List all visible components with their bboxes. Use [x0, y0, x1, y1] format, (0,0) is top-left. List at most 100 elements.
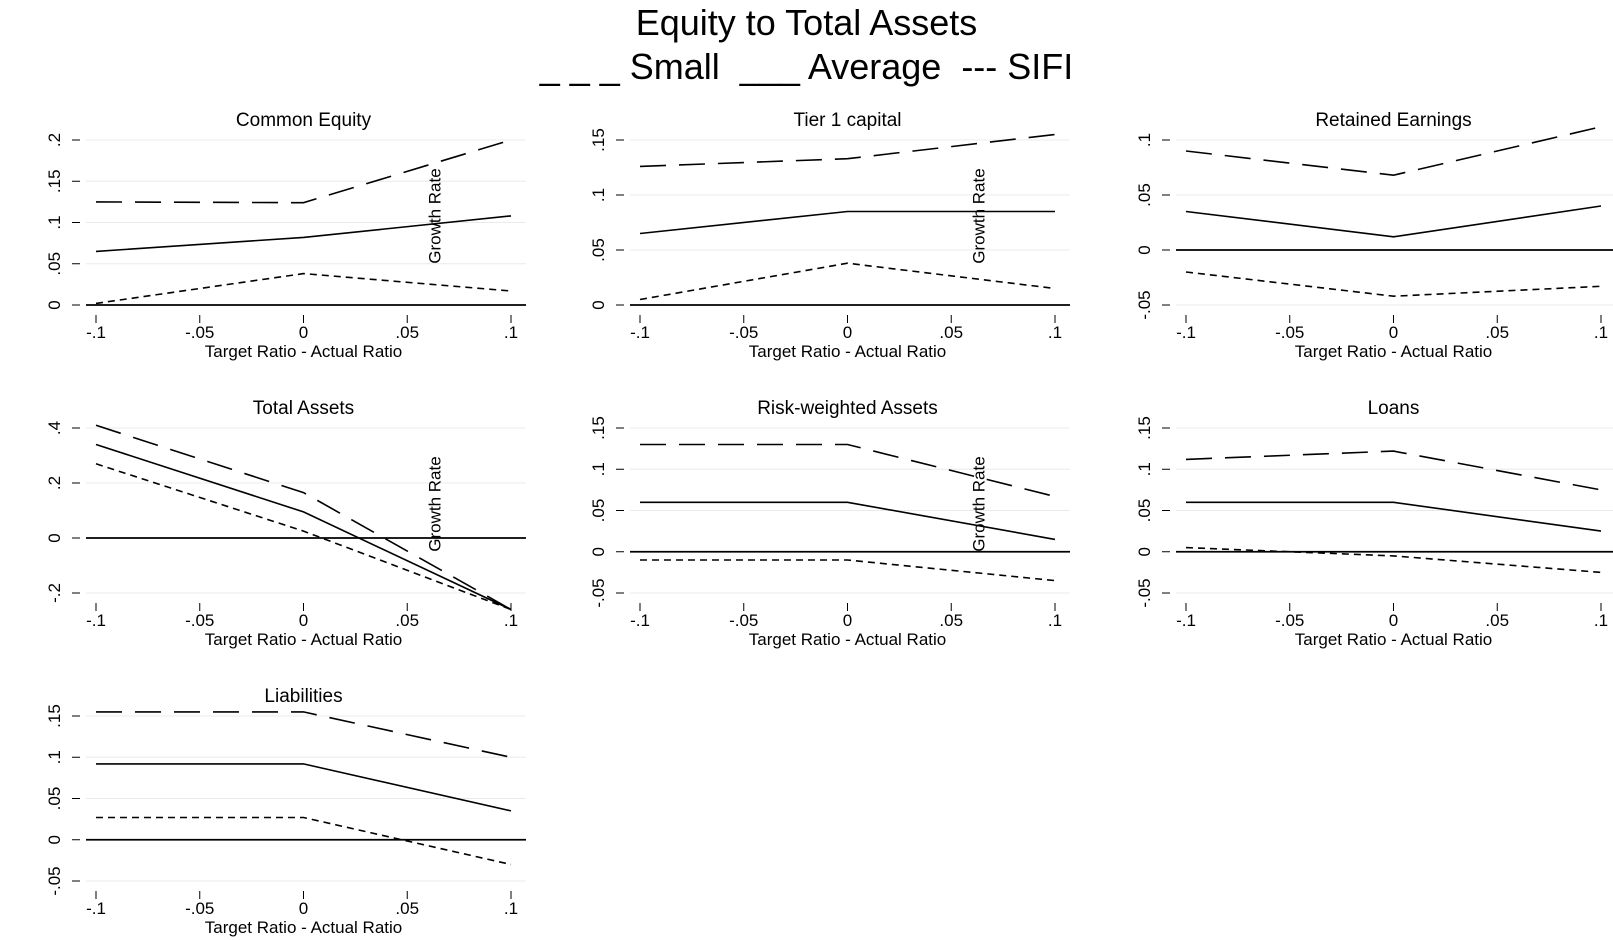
x-tick-label: .05 [939, 323, 963, 342]
x-tick-label: -.1 [1176, 323, 1196, 342]
y-tick-label: -.05 [589, 578, 608, 607]
x-tick-label: .1 [1594, 611, 1608, 630]
x-tick-label: .1 [1048, 323, 1062, 342]
y-tick-label: -.05 [1135, 578, 1154, 607]
x-tick-label: .05 [1485, 611, 1509, 630]
panel-total-assets: Total Assets-.20.2.4-.1 -.05 0.05.1Target … [45, 398, 526, 649]
series-line-solid [96, 216, 511, 252]
x-axis-label: Target Ratio - Actual Ratio [749, 342, 946, 361]
panel-title: Common Equity [236, 110, 372, 131]
x-tick-label: -.05 [185, 899, 214, 918]
y-tick-label: .05 [1135, 183, 1154, 207]
x-axis-label: Target Ratio - Actual Ratio [1295, 342, 1492, 361]
x-tick-label: 0 [299, 899, 308, 918]
x-tick-label: -.1 [630, 611, 650, 630]
panel-title: Tier 1 capital [793, 110, 901, 131]
x-tick-label: -.1 [86, 611, 106, 630]
y-tick-label: .15 [45, 704, 64, 728]
x-tick-label: .05 [395, 323, 419, 342]
x-tick-label: -.1 [86, 899, 106, 918]
x-axis-label: Target Ratio - Actual Ratio [205, 342, 402, 361]
y-tick-label: .2 [45, 476, 64, 490]
series-line-long-dash [96, 425, 511, 609]
x-tick-label: 0 [1389, 611, 1398, 630]
series-line-solid [96, 764, 511, 811]
x-tick-label: 0 [299, 611, 308, 630]
x-tick-label: .05 [395, 611, 419, 630]
x-tick-label: -.1 [86, 323, 106, 342]
y-tick-label: .05 [45, 787, 64, 811]
x-tick-label: .05 [939, 611, 963, 630]
growth-rate-annotation: Growth Rate [425, 168, 444, 263]
y-tick-label: .1 [45, 750, 64, 764]
series-line-short-dash [640, 560, 1055, 581]
panel-title: Liabilities [264, 686, 342, 707]
series-line-short-dash [96, 464, 511, 610]
panel-common-equity: Common Equity 0 .05 .1 .15 .2 -.1 -.05 0 .05 .1 Tar… [45, 110, 526, 361]
series-line-long-dash [640, 445, 1055, 497]
series-line-solid [1186, 502, 1601, 531]
x-tick-label: -.05 [1275, 323, 1304, 342]
y-tick-label: .05 [1135, 499, 1154, 523]
y-tick-label: .15 [589, 416, 608, 440]
x-tick-label: 0 [1389, 323, 1398, 342]
series-line-short-dash [96, 818, 511, 865]
x-tick-label: .1 [504, 899, 518, 918]
y-tick-label: .1 [589, 462, 608, 476]
series-line-long-dash [640, 135, 1055, 167]
series-line-solid [1186, 206, 1601, 237]
x-tick-label: 0 [843, 323, 852, 342]
series-line-solid [96, 445, 511, 610]
series-line-long-dash [1186, 451, 1601, 490]
y-tick-label: .05 [589, 238, 608, 262]
y-tick-label: .2 [45, 133, 64, 147]
y-tick-label: .15 [45, 169, 64, 193]
y-tick-label: .1 [45, 215, 64, 229]
panel-loans: Loans -.05 0 .05 .1 .15 -.1 -.05 0 .05 .1 Target Ra… [1135, 398, 1613, 649]
y-tick-label: .4 [45, 421, 64, 435]
x-tick-label: -.05 [729, 323, 758, 342]
y-tick-label: -.05 [1135, 290, 1154, 319]
x-tick-label: -.05 [185, 323, 214, 342]
series-line-solid [640, 212, 1055, 234]
x-tick-label: .05 [395, 899, 419, 918]
series-line-solid [640, 502, 1055, 539]
x-tick-label: .05 [1485, 323, 1509, 342]
growth-rate-annotation: Growth Rate [969, 456, 988, 551]
x-tick-label: .1 [1594, 323, 1608, 342]
series-line-long-dash [96, 712, 511, 757]
x-tick-label: 0 [299, 323, 308, 342]
panel-title: Risk-weighted Assets [757, 398, 938, 419]
y-tick-label: .15 [1135, 416, 1154, 440]
panel-risk-weighted-assets: Risk-weighted Assets -.05 0 .05 .1 .15 -.1 -.05… [589, 398, 1070, 649]
growth-rate-annotation: Growth Rate [969, 168, 988, 263]
y-tick-label: .1 [1135, 133, 1154, 147]
y-tick-label: 0 [1135, 245, 1154, 254]
y-tick-label: 0 [45, 835, 64, 844]
y-tick-label: .05 [589, 499, 608, 523]
x-tick-label: .1 [1048, 611, 1062, 630]
x-tick-label: -.1 [1176, 611, 1196, 630]
series-line-short-dash [1186, 272, 1601, 296]
y-tick-label: -.05 [45, 866, 64, 895]
series-line-long-dash [96, 140, 511, 203]
y-tick-label: 0 [589, 547, 608, 556]
x-axis-label: Target Ratio - Actual Ratio [1295, 630, 1492, 649]
y-tick-label: 0 [45, 300, 64, 309]
x-tick-label: -.05 [1275, 611, 1304, 630]
series-line-short-dash [640, 263, 1055, 299]
x-tick-label: .1 [504, 611, 518, 630]
y-tick-label: 0 [589, 300, 608, 309]
y-tick-label: .05 [45, 252, 64, 276]
x-tick-label: -.05 [185, 611, 214, 630]
x-axis-label: Target Ratio - Actual Ratio [205, 630, 402, 649]
series-line-long-dash [1186, 127, 1601, 175]
x-axis-label: Target Ratio - Actual Ratio [749, 630, 946, 649]
panel-retained-earnings: Retained Earnings -.05 0 .05 .1 -.1 -.05 0 .05 .1… [1135, 110, 1613, 361]
y-tick-label: .1 [589, 188, 608, 202]
x-tick-label: -.05 [729, 611, 758, 630]
series-line-short-dash [96, 274, 511, 304]
y-tick-label: 0 [45, 533, 64, 542]
x-tick-label: 0 [843, 611, 852, 630]
